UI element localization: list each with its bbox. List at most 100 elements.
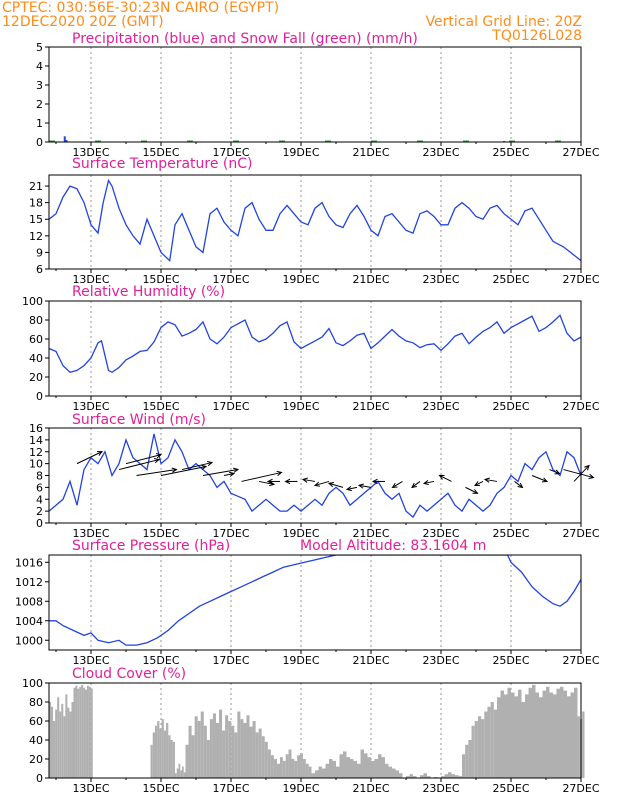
wind-arrow-head [276, 470, 283, 476]
cloud-bar [353, 760, 357, 778]
cloud-bar [264, 741, 268, 778]
cloud-bar [311, 773, 315, 778]
wind-arrow [76, 451, 103, 465]
cloud-xtick-label: 19DEC [282, 782, 319, 795]
cloud-bar [336, 766, 340, 778]
cloud-bar [468, 740, 472, 778]
cloud-bar [71, 702, 74, 778]
cloud-bar [325, 763, 329, 778]
cloud-bar [528, 687, 532, 778]
cloud-bar [413, 776, 417, 778]
cloud-bar [150, 744, 153, 778]
cloud-bar [305, 763, 309, 778]
wind-arrow [328, 482, 344, 488]
pressure-line [49, 555, 581, 646]
cloud-bar [427, 776, 431, 778]
cloud-bar [234, 732, 238, 778]
wind-xtick-label: 25DEC [492, 527, 529, 540]
cloud-bar [511, 692, 515, 778]
wind-arrow [314, 480, 330, 486]
wind-xtick-label: 13DEC [72, 527, 109, 540]
cloud-bar [209, 719, 213, 778]
cloud-bar [276, 763, 280, 778]
cloud-bar [75, 685, 78, 778]
wind-arrow-head [269, 481, 276, 487]
cloud-bar [388, 766, 392, 778]
wind-arrow-head [554, 469, 561, 475]
cloud-bar [252, 721, 256, 778]
temp-xtick-label: 17DEC [212, 273, 249, 286]
precip-xtick-label: 21DEC [352, 146, 389, 159]
cloud-bar [57, 697, 60, 778]
cloud-xtick-label: 23DEC [422, 782, 459, 795]
cloud-bar [378, 754, 382, 778]
cloud-bar [197, 721, 201, 778]
cloud-bar [420, 775, 424, 778]
wind-arrow [549, 469, 560, 475]
wind-xtick-label: 15DEC [142, 527, 179, 540]
cloud-bar [79, 686, 82, 778]
cloud-bar [521, 702, 525, 778]
rh-xtick-label: 17DEC [212, 400, 249, 413]
cloud-bar [493, 709, 497, 778]
wind-arrow [181, 462, 213, 471]
cloud-bar [441, 776, 445, 778]
wind-arrow-head [345, 485, 352, 492]
wind-arrow [223, 473, 235, 476]
temp-ytick-label: 9 [36, 246, 43, 259]
pressure-ytick-label: 1000 [15, 634, 43, 647]
cloud-bar [51, 706, 54, 778]
cloud-xtick-label: 25DEC [492, 782, 529, 795]
precip-ytick-label: 3 [36, 79, 43, 92]
wind-arrow-head [284, 478, 291, 485]
cloud-bar [53, 721, 56, 778]
cloud-bar [175, 773, 177, 778]
cloud-bar [481, 719, 485, 778]
cloud-bar [444, 774, 448, 778]
cloud-bar [219, 709, 223, 778]
wind-ytick-label: 14 [29, 434, 43, 447]
cloud-bar [249, 726, 253, 778]
wind-arrow-head [266, 478, 273, 485]
pressure-title: Surface Pressure (hPa) [72, 538, 230, 554]
pressure-xtick-label: 17DEC [212, 654, 249, 667]
wind-xtick-label: 17DEC [212, 527, 249, 540]
cloud-bar [297, 755, 301, 778]
wind-arrow-head [154, 458, 161, 464]
cloud-bar [191, 735, 195, 778]
wind-xtick-label: 23DEC [422, 527, 459, 540]
cloud-bar [294, 760, 298, 778]
wind-ytick-label: 16 [29, 422, 43, 435]
cloud-bar [154, 725, 158, 778]
cloud-bar [178, 763, 181, 778]
pressure-xtick-label: 15DEC [142, 654, 179, 667]
wind-arrow [136, 469, 177, 476]
pressure-xtick-label: 21DEC [352, 654, 389, 667]
cloud-bar [65, 694, 68, 778]
precip-xtick-label: 15DEC [142, 146, 179, 159]
cloud-bar [448, 772, 452, 778]
cloud-bar [63, 716, 66, 778]
wind-arrow-head [201, 464, 208, 470]
cloud-bar [212, 713, 216, 778]
cloud-bar [168, 735, 171, 778]
rh-frame [48, 300, 582, 397]
pressure-subtitle: Model Altitude: 83.1604 m [300, 538, 486, 554]
cloud-bar [280, 757, 283, 778]
wind-ytick-label: 8 [36, 470, 43, 483]
cloud-bar [500, 690, 504, 778]
cloud-bar [200, 711, 204, 778]
cloud-bar [525, 694, 529, 778]
cloud-xtick-label: 21DEC [352, 782, 389, 795]
cloud-bar [185, 744, 189, 778]
cloud-bar [61, 703, 64, 778]
cloud-bar [329, 759, 333, 778]
wind-arrow-head [327, 482, 335, 488]
precip-xtick-label: 23DEC [422, 146, 459, 159]
wind-arrow-head [207, 460, 214, 467]
wind-xtick-label: 21DEC [352, 527, 389, 540]
wind-arrow [423, 480, 435, 484]
cloud-bar [180, 770, 182, 778]
rh-ytick-label: 0 [36, 390, 43, 403]
cloud-bar [549, 692, 553, 778]
